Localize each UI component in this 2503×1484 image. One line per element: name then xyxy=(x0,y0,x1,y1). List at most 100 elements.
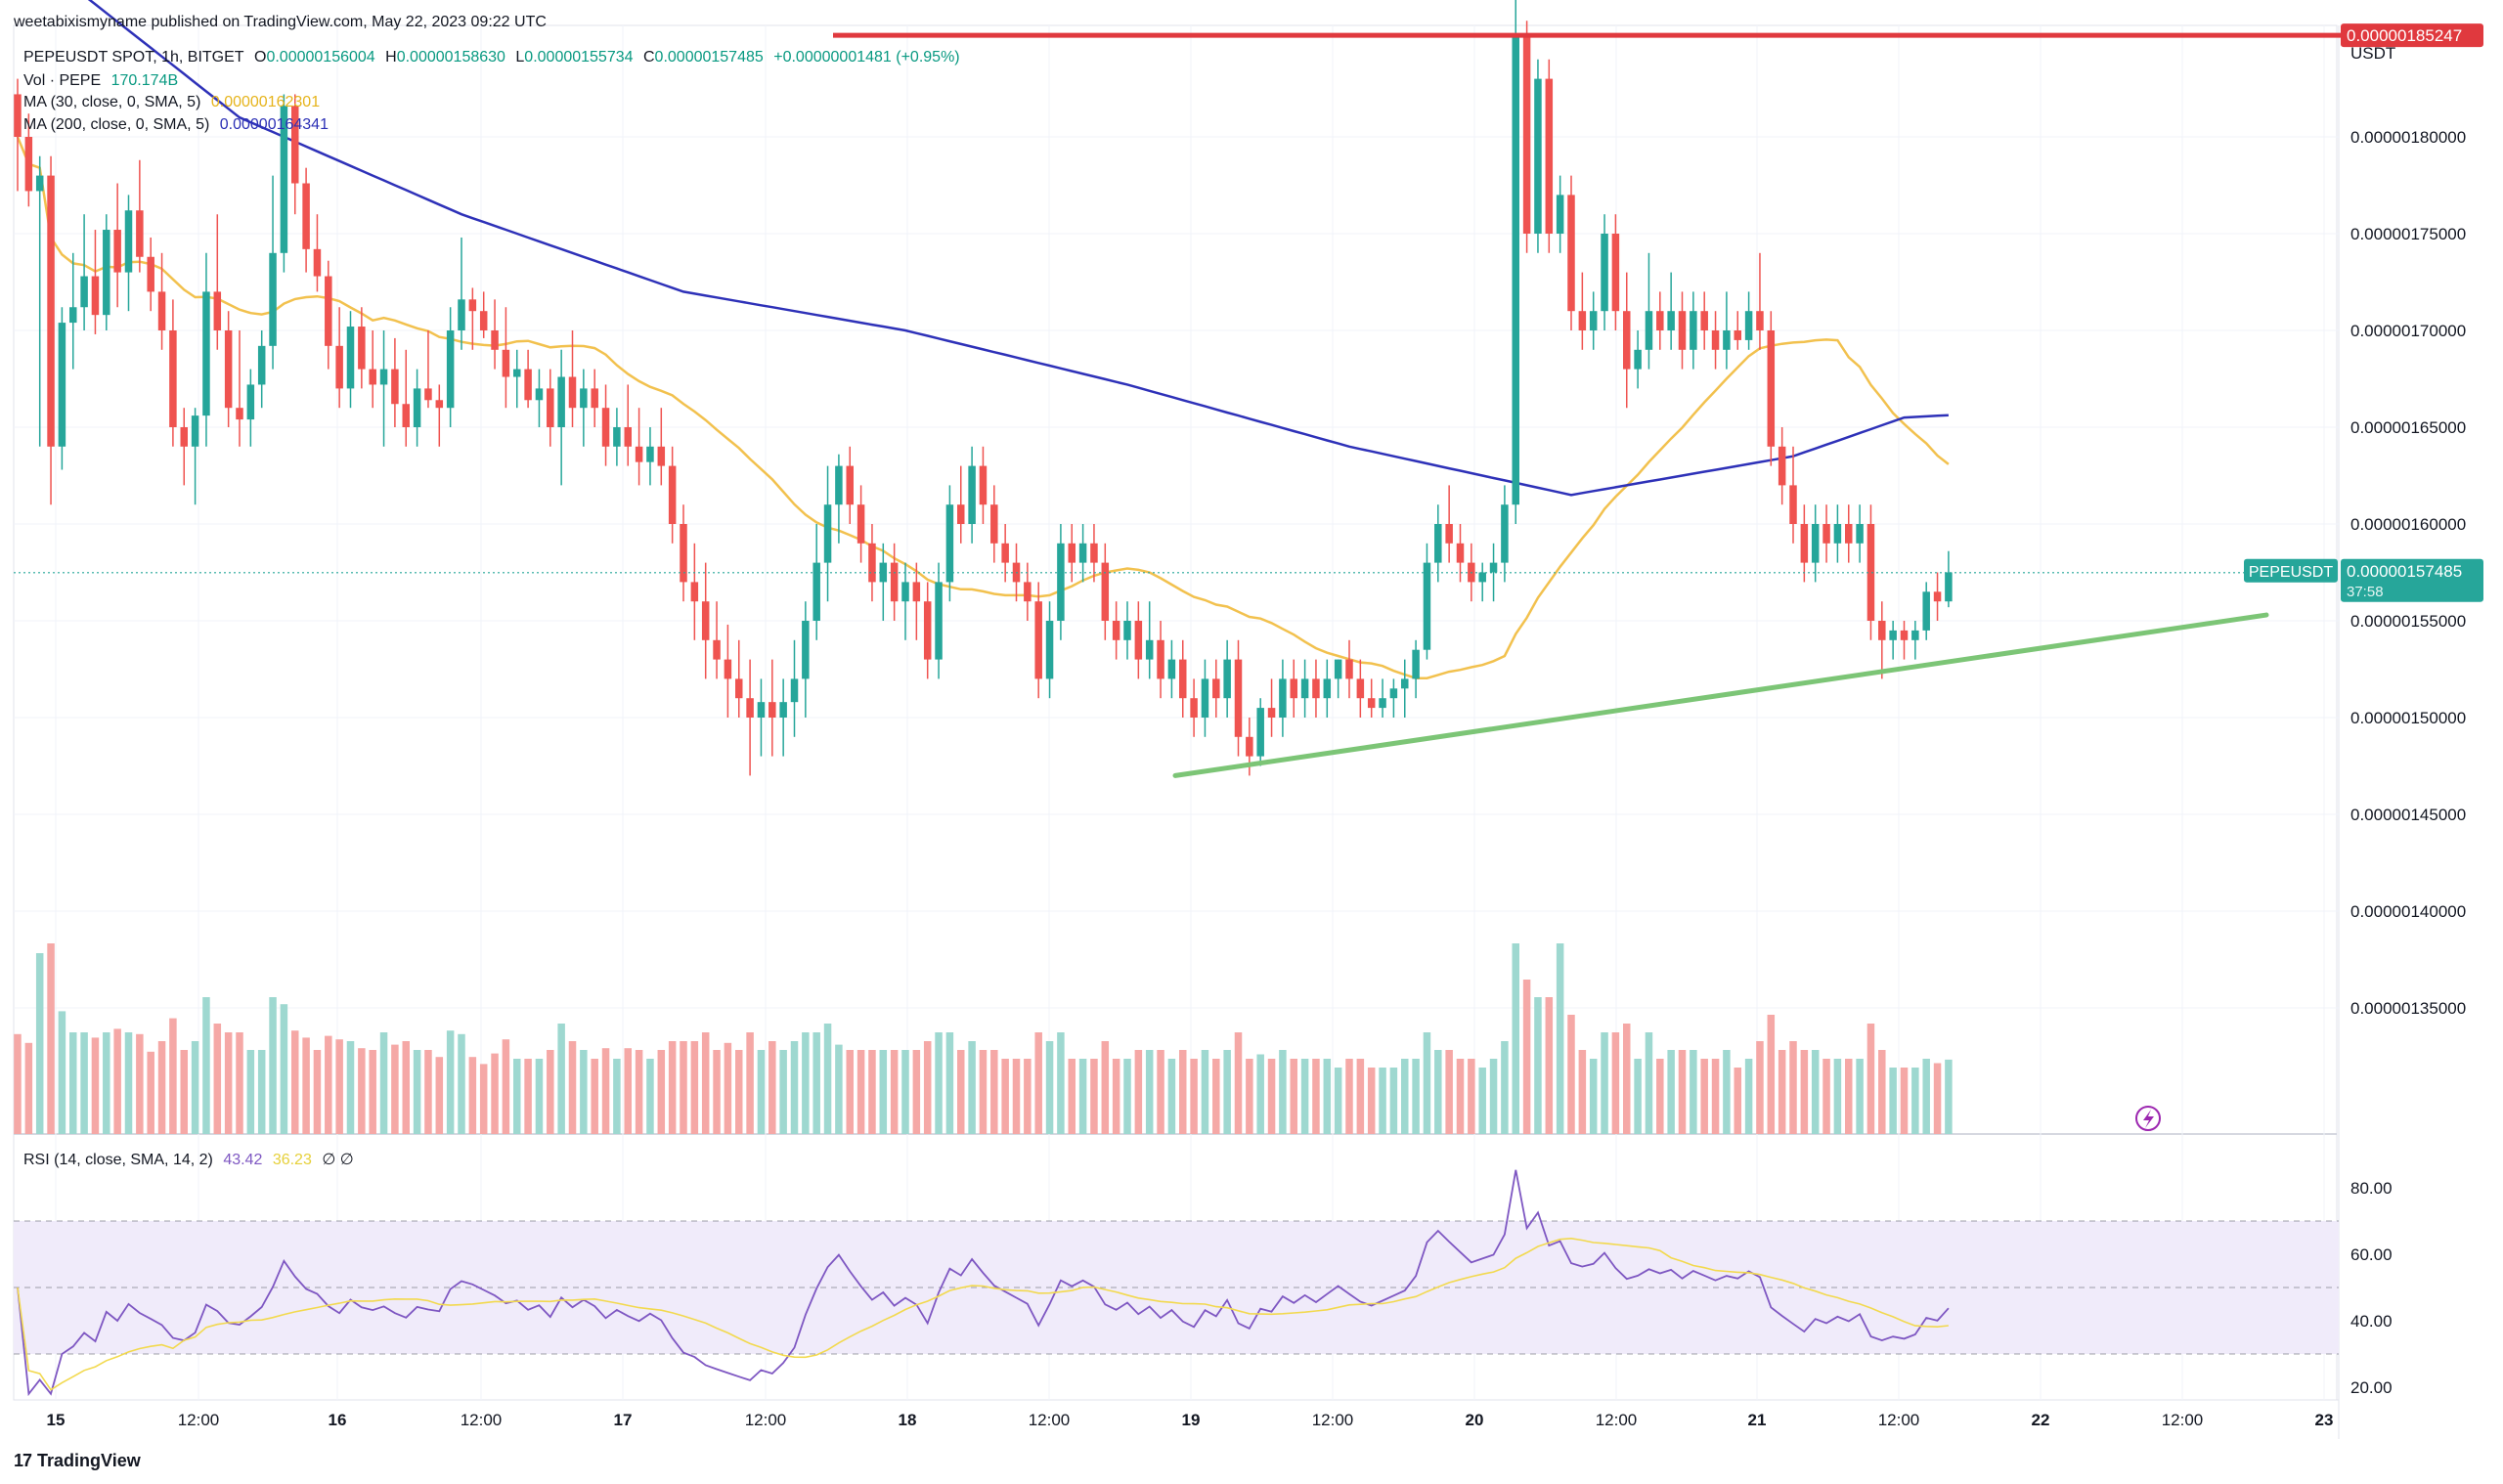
candle-body xyxy=(1789,485,1797,524)
candle-body xyxy=(923,601,932,660)
volume-bar xyxy=(779,1050,787,1134)
volume-bar xyxy=(757,1050,766,1134)
candle-body xyxy=(557,376,565,427)
candle-body xyxy=(157,291,166,330)
candle-body xyxy=(1068,543,1076,563)
candle-body xyxy=(1024,582,1032,602)
volume-bar xyxy=(901,1050,909,1134)
volume-bar xyxy=(1601,1032,1608,1134)
volume-bar xyxy=(1012,1059,1021,1134)
volume-bar xyxy=(24,1042,33,1134)
candle-body xyxy=(80,276,88,308)
volume-bar xyxy=(1024,1059,1032,1134)
candle-body xyxy=(846,465,854,505)
volume-bar xyxy=(1911,1068,1919,1134)
volume-bar xyxy=(435,1057,444,1134)
symbol-tag-label: PEPEUSDT xyxy=(2249,564,2333,581)
candle-body xyxy=(1256,708,1264,757)
candle-body xyxy=(823,504,832,563)
volume-bar xyxy=(1645,1032,1653,1134)
volume-bar xyxy=(1123,1059,1131,1134)
volume-bar xyxy=(236,1032,243,1134)
volume-bar xyxy=(1789,1041,1797,1134)
candle-body xyxy=(979,465,988,505)
resistance-price-tag xyxy=(2341,23,2483,48)
symbol-tag xyxy=(2244,558,2338,583)
volume-bar xyxy=(113,1028,121,1134)
candle-body xyxy=(1634,349,1642,370)
volume-bars xyxy=(14,943,1953,1134)
candle-body xyxy=(1412,649,1420,679)
candle-body xyxy=(1856,524,1864,544)
ma200-value: 0.00000164341 xyxy=(219,116,329,133)
candle-body xyxy=(1389,688,1398,699)
candle-body xyxy=(1900,630,1909,640)
candle-body xyxy=(1734,330,1741,340)
volume-bar xyxy=(69,1032,77,1134)
rsi-ma-line xyxy=(17,1237,1949,1391)
price-tick-label: 0.00000170000 xyxy=(2350,322,2466,340)
candle-body xyxy=(103,230,110,316)
candle-body xyxy=(1356,678,1365,699)
candle-body xyxy=(890,562,899,602)
volume-bar xyxy=(879,1050,888,1134)
candle-body xyxy=(1323,678,1332,699)
volume-bar xyxy=(1112,1059,1120,1134)
published-caption: weetabixismyname published on TradingVie… xyxy=(14,14,547,30)
volume-bar xyxy=(446,1030,455,1134)
high-label: H xyxy=(385,49,397,65)
candle-body xyxy=(1267,708,1276,718)
candle-body xyxy=(1589,311,1598,330)
volume-bar xyxy=(1711,1059,1720,1134)
candle-body xyxy=(391,369,399,405)
candle-body xyxy=(1811,524,1820,563)
volume-bar xyxy=(1922,1059,1930,1134)
candle-body xyxy=(1534,78,1542,234)
candle-body xyxy=(624,427,632,447)
candle-body xyxy=(1922,591,1930,631)
volume-bar xyxy=(1634,1059,1642,1134)
rsi-value: 43.42 xyxy=(223,1152,263,1168)
volume-bar xyxy=(746,1032,754,1134)
volume-bar xyxy=(346,1041,355,1134)
volume-bar xyxy=(1690,1050,1697,1134)
price-tick-label: 0.00000175000 xyxy=(2350,225,2466,243)
volume-bar xyxy=(1478,1068,1486,1134)
candle-body xyxy=(901,582,909,602)
ma30-label: MA (30, close, 0, SMA, 5) xyxy=(23,94,201,110)
volume-bar xyxy=(613,1059,621,1134)
candle-body xyxy=(879,562,888,583)
price-tick-label: 0.00000150000 xyxy=(2350,709,2466,727)
volume-bar xyxy=(1611,1032,1620,1134)
candle-body xyxy=(335,345,343,389)
volume-bar xyxy=(1401,1059,1409,1134)
candle-body xyxy=(912,582,921,602)
volume-bar xyxy=(1445,1050,1453,1134)
volume-bar xyxy=(1700,1059,1708,1134)
candle-body xyxy=(1134,621,1143,660)
candle-body xyxy=(1545,78,1554,234)
volume-bar xyxy=(502,1039,510,1134)
volume-bar xyxy=(735,1050,743,1134)
volume-bar xyxy=(1367,1068,1376,1134)
volume-bar xyxy=(1256,1054,1264,1134)
candle-body xyxy=(236,408,243,420)
volume-bar xyxy=(1545,997,1554,1134)
candle-body xyxy=(202,291,210,416)
volume-bar xyxy=(1412,1059,1420,1134)
tradingview-brand[interactable]: 17 TradingView xyxy=(14,1451,141,1471)
candle-body xyxy=(1001,543,1009,563)
volume-bar xyxy=(923,1041,932,1134)
candle-body xyxy=(1478,572,1486,583)
volume-bar xyxy=(369,1050,376,1134)
volume-bar xyxy=(1656,1059,1664,1134)
candle-body xyxy=(1645,311,1653,350)
candle-body xyxy=(580,388,588,409)
price-tick-label: 0.00000145000 xyxy=(2350,806,2466,824)
high-value: 0.00000158630 xyxy=(396,49,505,65)
volume-bar xyxy=(458,1033,465,1134)
candle-body xyxy=(945,504,954,583)
candle-body xyxy=(1246,736,1253,757)
